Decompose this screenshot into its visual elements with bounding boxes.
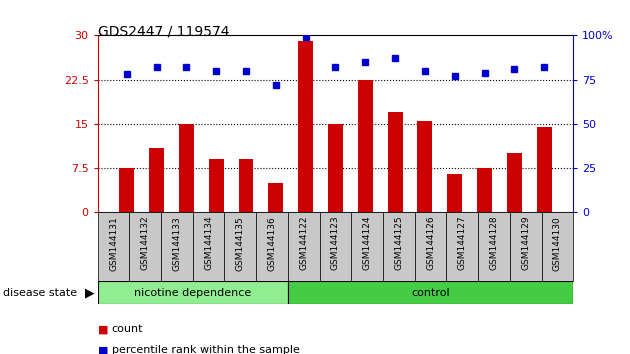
Text: GSM144129: GSM144129 [521, 216, 530, 270]
Bar [239, 159, 253, 212]
Bar [98, 212, 129, 281]
Bar [507, 153, 522, 212]
Text: GSM144136: GSM144136 [268, 216, 277, 270]
Text: GSM144123: GSM144123 [331, 216, 340, 270]
Bar [268, 183, 284, 212]
Text: GSM144127: GSM144127 [458, 216, 467, 270]
Text: GDS2447 / 119574: GDS2447 / 119574 [98, 25, 229, 39]
Bar [387, 112, 403, 212]
Bar [288, 281, 573, 304]
Text: percentile rank within the sample: percentile rank within the sample [112, 346, 299, 354]
Text: GSM144125: GSM144125 [394, 216, 403, 270]
Bar [478, 212, 510, 281]
Text: GSM144128: GSM144128 [490, 216, 498, 270]
Bar [298, 41, 313, 212]
Bar [319, 212, 352, 281]
Text: ■: ■ [98, 324, 108, 334]
Bar [383, 212, 415, 281]
Bar [98, 281, 288, 304]
Text: GSM144135: GSM144135 [236, 216, 245, 270]
Bar [328, 124, 343, 212]
Bar [224, 212, 256, 281]
Bar [193, 212, 224, 281]
Text: GSM144134: GSM144134 [204, 216, 213, 270]
Text: GSM144122: GSM144122 [299, 216, 308, 270]
Bar [542, 212, 573, 281]
Bar [510, 212, 542, 281]
Bar [352, 212, 383, 281]
Text: GSM144124: GSM144124 [363, 216, 372, 270]
Text: nicotine dependence: nicotine dependence [134, 288, 251, 298]
Text: count: count [112, 324, 143, 334]
Text: GSM144132: GSM144132 [140, 216, 150, 270]
Bar [415, 212, 447, 281]
Bar [149, 148, 164, 212]
Bar [447, 212, 478, 281]
Bar [129, 212, 161, 281]
Text: GSM144130: GSM144130 [553, 216, 562, 270]
Text: control: control [411, 288, 450, 298]
Bar [358, 80, 373, 212]
Bar [161, 212, 193, 281]
Bar [256, 212, 288, 281]
Bar [477, 168, 492, 212]
Text: GSM144133: GSM144133 [173, 216, 181, 270]
Text: ■: ■ [98, 346, 108, 354]
Bar [179, 124, 194, 212]
Bar [119, 168, 134, 212]
Bar [209, 159, 224, 212]
Text: GSM144126: GSM144126 [426, 216, 435, 270]
Bar [418, 121, 432, 212]
Text: ▶: ▶ [85, 286, 94, 299]
Text: disease state: disease state [3, 288, 77, 298]
Text: GSM144131: GSM144131 [109, 216, 118, 270]
Bar [288, 212, 319, 281]
Bar [537, 127, 552, 212]
Bar [447, 174, 462, 212]
